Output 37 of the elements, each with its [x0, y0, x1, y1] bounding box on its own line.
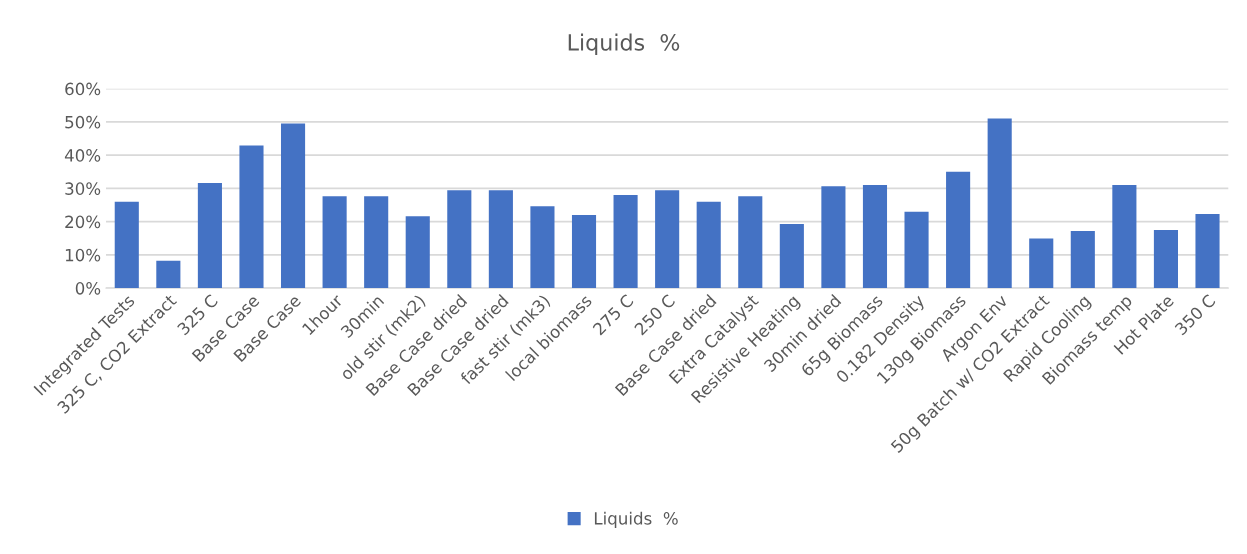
bar — [1195, 213, 1220, 289]
y-tick-label: 60% — [65, 82, 101, 96]
bar — [613, 195, 638, 289]
y-tick-label: 50% — [65, 115, 101, 129]
y-tick-label: 40% — [64, 149, 101, 162]
bar — [530, 206, 555, 289]
y-tick-label: 30% — [65, 182, 101, 195]
bar — [1153, 229, 1178, 289]
bar — [779, 223, 804, 289]
bar — [322, 196, 347, 289]
y-tick-label: 10% — [65, 248, 101, 262]
bar — [738, 196, 763, 289]
bar — [447, 190, 472, 289]
bar — [488, 190, 513, 289]
bar — [946, 171, 971, 289]
bar — [156, 260, 181, 289]
y-tick-label: 20% — [65, 215, 101, 229]
x-tick-label: 350 C — [1174, 293, 1216, 336]
bar — [821, 186, 846, 289]
bar — [197, 183, 222, 289]
bar — [987, 118, 1012, 289]
bar — [904, 211, 929, 289]
bar — [571, 214, 597, 289]
bar — [405, 216, 430, 289]
bar — [696, 201, 721, 289]
bar — [114, 201, 139, 289]
bar — [239, 145, 264, 289]
bar — [1112, 185, 1137, 289]
bar — [655, 190, 680, 289]
bar — [1029, 238, 1054, 289]
legend-label: Liquids % — [594, 511, 678, 528]
bar — [364, 196, 389, 289]
bar — [1070, 230, 1095, 289]
chart-title: Liquids % — [568, 33, 680, 56]
y-tick-label: 0% — [75, 282, 101, 295]
bar — [280, 123, 306, 289]
bar — [862, 185, 888, 289]
